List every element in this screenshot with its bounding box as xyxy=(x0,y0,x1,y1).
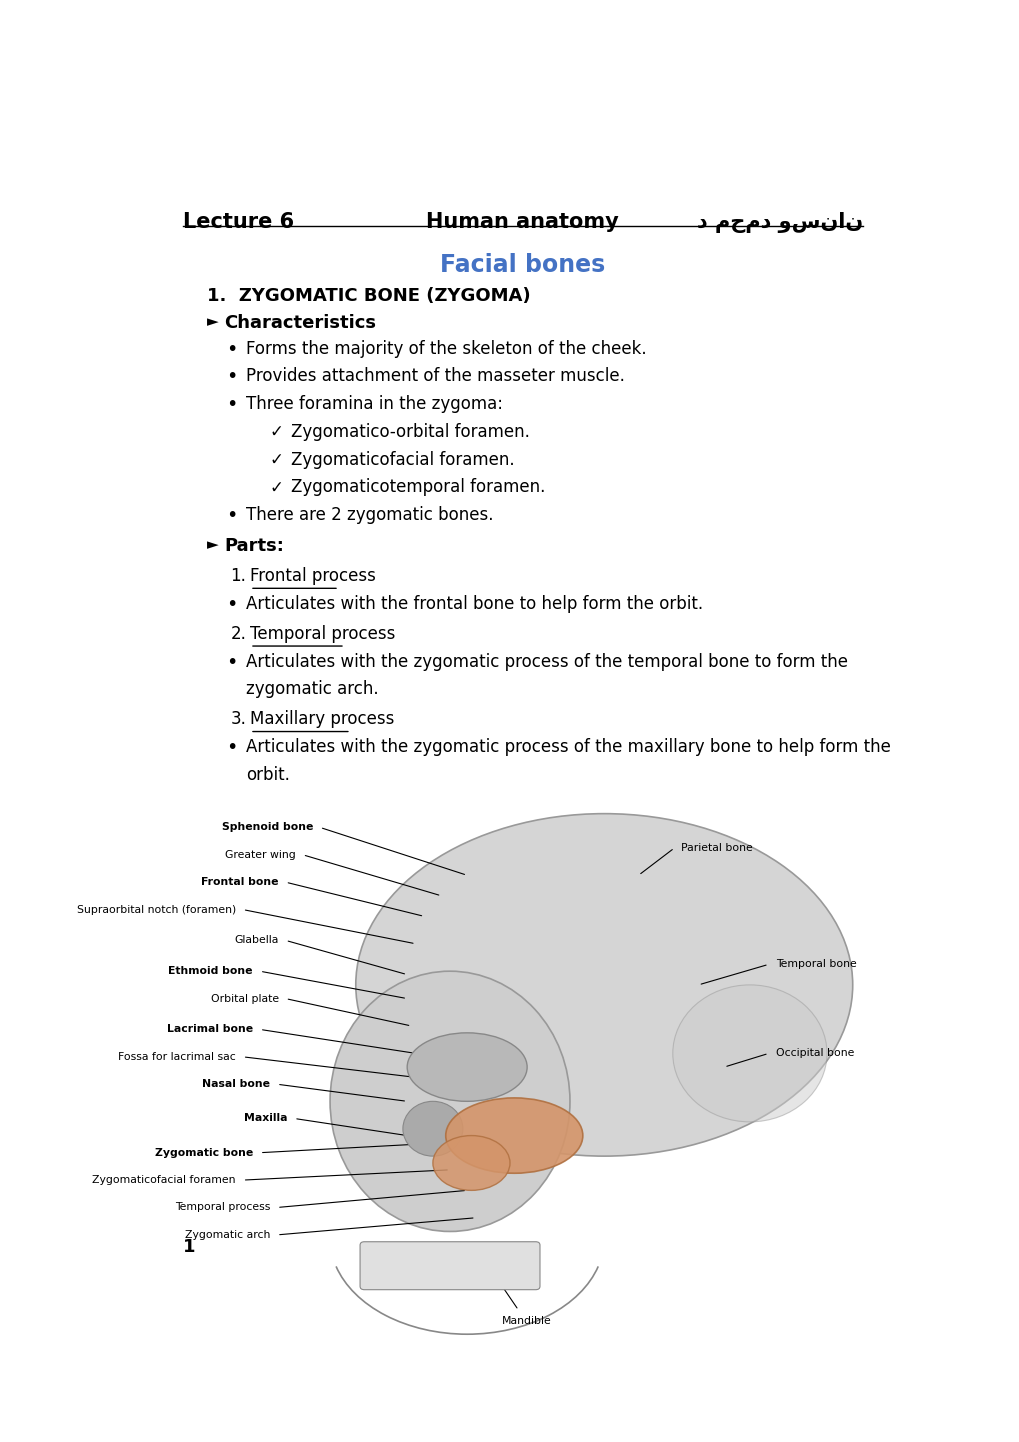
Text: Temporal bone: Temporal bone xyxy=(774,959,856,969)
Text: •: • xyxy=(226,395,237,414)
Text: Lecture 6: Lecture 6 xyxy=(182,212,293,232)
Text: Sphenoid bone: Sphenoid bone xyxy=(221,822,313,832)
Text: Maxillary process: Maxillary process xyxy=(250,711,394,728)
Text: Frontal bone: Frontal bone xyxy=(201,877,278,887)
Text: •: • xyxy=(226,653,237,672)
Text: Articulates with the zygomatic process of the maxillary bone to help form the: Articulates with the zygomatic process o… xyxy=(246,738,890,756)
Text: 1: 1 xyxy=(182,1237,196,1256)
Text: There are 2 zygomatic bones.: There are 2 zygomatic bones. xyxy=(246,506,493,523)
Text: Characteristics: Characteristics xyxy=(224,314,376,332)
Text: Occipital bone: Occipital bone xyxy=(774,1048,853,1058)
Text: •: • xyxy=(226,738,237,757)
Text: Three foramina in the zygoma:: Three foramina in the zygoma: xyxy=(246,395,502,412)
Text: Zygomaticofacial foramen.: Zygomaticofacial foramen. xyxy=(290,450,515,469)
Text: zygomatic arch.: zygomatic arch. xyxy=(246,681,378,698)
Text: Fossa for lacrimal sac: Fossa for lacrimal sac xyxy=(118,1051,235,1061)
Ellipse shape xyxy=(445,1097,582,1174)
Ellipse shape xyxy=(403,1102,463,1156)
Text: Supraorbital notch (foramen): Supraorbital notch (foramen) xyxy=(76,904,235,914)
Text: 1.: 1. xyxy=(230,567,246,585)
Text: Greater wing: Greater wing xyxy=(225,849,296,859)
Text: Zygomatic bone: Zygomatic bone xyxy=(155,1148,253,1158)
Text: Lacrimal bone: Lacrimal bone xyxy=(167,1024,253,1034)
FancyBboxPatch shape xyxy=(360,1242,539,1289)
Ellipse shape xyxy=(673,985,826,1122)
Text: ►: ► xyxy=(206,538,218,552)
Text: Facial bones: Facial bones xyxy=(439,252,605,277)
Text: Human anatomy: Human anatomy xyxy=(426,212,619,232)
Ellipse shape xyxy=(330,972,570,1231)
Text: Zygomatic arch: Zygomatic arch xyxy=(184,1230,270,1240)
Text: Zygomatico-orbital foramen.: Zygomatico-orbital foramen. xyxy=(290,423,530,441)
Text: ✓: ✓ xyxy=(269,479,283,496)
Text: Temporal process: Temporal process xyxy=(174,1203,270,1213)
Text: Temporal process: Temporal process xyxy=(250,624,395,643)
Text: د محمد وسنان: د محمد وسنان xyxy=(696,212,862,234)
Text: orbit.: orbit. xyxy=(246,766,289,784)
Ellipse shape xyxy=(432,1136,510,1191)
Ellipse shape xyxy=(356,813,852,1156)
Text: •: • xyxy=(226,596,237,614)
Text: Articulates with the frontal bone to help form the orbit.: Articulates with the frontal bone to hel… xyxy=(246,596,702,613)
Text: Ethmoid bone: Ethmoid bone xyxy=(168,966,253,976)
Text: 2.: 2. xyxy=(230,624,246,643)
Text: Nasal bone: Nasal bone xyxy=(202,1079,270,1089)
Text: Parts:: Parts: xyxy=(224,538,283,555)
Text: 1.  ZYGOMATIC BONE (ZYGOMA): 1. ZYGOMATIC BONE (ZYGOMA) xyxy=(206,287,530,306)
Text: Glabella: Glabella xyxy=(234,936,278,946)
Text: Maxilla: Maxilla xyxy=(244,1113,287,1123)
Text: Zygomaticotemporal foramen.: Zygomaticotemporal foramen. xyxy=(290,479,545,496)
Text: Orbital plate: Orbital plate xyxy=(210,994,278,1004)
Text: ►: ► xyxy=(206,314,218,329)
Text: Parietal bone: Parietal bone xyxy=(681,844,752,852)
Text: ✓: ✓ xyxy=(269,423,283,441)
Text: •: • xyxy=(226,368,237,386)
Text: Zygomaticofacial foramen: Zygomaticofacial foramen xyxy=(93,1175,235,1185)
Text: •: • xyxy=(226,339,237,359)
Text: Frontal process: Frontal process xyxy=(250,567,376,585)
Ellipse shape xyxy=(407,1032,527,1102)
Text: Mandible: Mandible xyxy=(501,1315,551,1325)
Text: Provides attachment of the masseter muscle.: Provides attachment of the masseter musc… xyxy=(246,368,625,385)
Text: Articulates with the zygomatic process of the temporal bone to form the: Articulates with the zygomatic process o… xyxy=(246,653,847,671)
Text: •: • xyxy=(226,506,237,525)
Text: 3.: 3. xyxy=(230,711,246,728)
Text: Forms the majority of the skeleton of the cheek.: Forms the majority of the skeleton of th… xyxy=(246,339,646,358)
Text: ✓: ✓ xyxy=(269,450,283,469)
